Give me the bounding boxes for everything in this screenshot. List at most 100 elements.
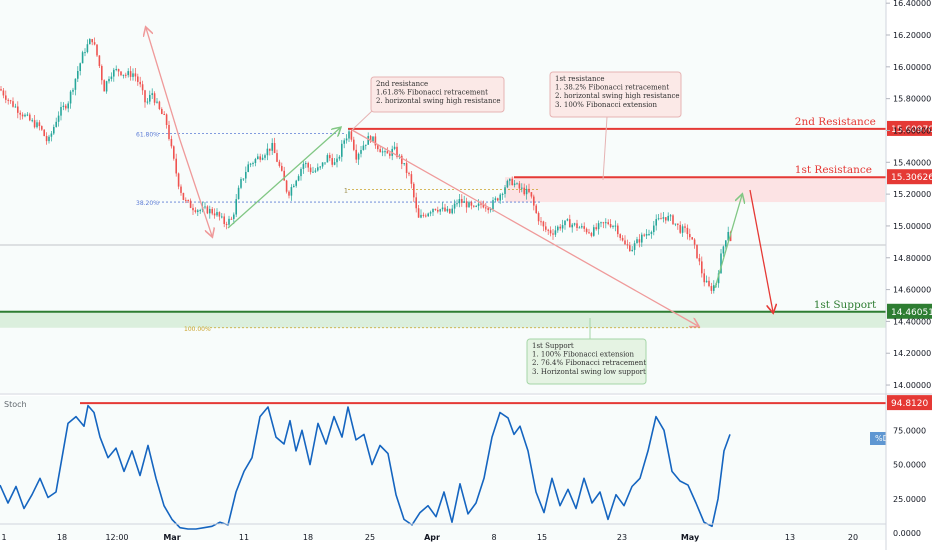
candle-body bbox=[233, 214, 235, 219]
candle-body bbox=[578, 227, 581, 229]
candle-body bbox=[206, 206, 209, 214]
candle-body bbox=[62, 105, 65, 108]
candle-body bbox=[355, 149, 357, 160]
candle-body bbox=[290, 187, 293, 196]
candle-body bbox=[261, 157, 264, 160]
candle-body bbox=[535, 205, 537, 214]
candle-body bbox=[60, 107, 62, 116]
time-tick-label: 15 bbox=[537, 533, 547, 542]
candle-body bbox=[590, 233, 593, 236]
stoch-pane-bg bbox=[0, 396, 886, 540]
candle-body bbox=[175, 158, 177, 174]
candle-body bbox=[317, 167, 319, 171]
candle-body bbox=[367, 136, 369, 145]
candle-body bbox=[89, 39, 91, 45]
candle-body bbox=[465, 201, 468, 208]
candle-body bbox=[245, 171, 247, 179]
candle-body bbox=[660, 218, 662, 220]
candle-body bbox=[533, 196, 535, 206]
candle-body bbox=[458, 199, 461, 204]
annotation-text: 1.61.8% Fibonacci retracement bbox=[376, 89, 488, 97]
candle-body bbox=[473, 205, 475, 207]
time-tick-label: Mar bbox=[163, 533, 180, 542]
candle-body bbox=[521, 187, 523, 189]
candle-body bbox=[525, 188, 528, 195]
candle-body bbox=[540, 221, 542, 223]
candle-body bbox=[235, 199, 237, 215]
candle-body bbox=[725, 240, 727, 247]
candle-body bbox=[638, 239, 641, 243]
candle-body bbox=[542, 221, 545, 227]
candle-body bbox=[693, 239, 696, 245]
annotation-text: 2. horizontal swing high resistance bbox=[555, 92, 680, 100]
candle-body bbox=[691, 237, 693, 240]
candle-body bbox=[194, 210, 197, 212]
candle-body bbox=[333, 162, 336, 165]
candle-body bbox=[365, 144, 367, 146]
candle-body bbox=[626, 244, 629, 246]
candle-body bbox=[441, 207, 444, 210]
candle-body bbox=[84, 52, 86, 54]
candle-body bbox=[151, 93, 153, 95]
candle-body bbox=[437, 209, 439, 212]
candle-body bbox=[530, 192, 533, 197]
fib-label: 61.80% bbox=[136, 132, 159, 139]
candle-body bbox=[463, 201, 465, 203]
candle-body bbox=[523, 187, 525, 195]
candle-body bbox=[240, 179, 242, 188]
annotation-box-res1 bbox=[549, 71, 682, 118]
candle-body bbox=[393, 146, 396, 149]
candle-body bbox=[53, 126, 55, 134]
candle-body bbox=[619, 234, 621, 238]
candle-body bbox=[288, 191, 290, 196]
candle-body bbox=[401, 155, 403, 164]
candle-body bbox=[624, 240, 626, 245]
candle-body bbox=[372, 136, 374, 142]
candle-body bbox=[389, 153, 391, 156]
candle-body bbox=[156, 101, 158, 103]
projection-arrow-up bbox=[714, 195, 742, 289]
stochastic-pane[interactable]: Stoch %D bbox=[0, 396, 889, 540]
candle-body bbox=[360, 150, 362, 154]
candle-body bbox=[588, 232, 590, 234]
candle-body bbox=[477, 203, 480, 206]
candle-body bbox=[509, 178, 511, 181]
candle-body bbox=[79, 63, 81, 71]
candle-body bbox=[257, 156, 259, 160]
candle-body bbox=[144, 90, 146, 103]
candle-body bbox=[312, 171, 314, 173]
candle-body bbox=[528, 188, 530, 193]
candle-body bbox=[561, 225, 564, 229]
candle-body bbox=[110, 76, 113, 79]
level-price-value: 14.46051 bbox=[891, 308, 932, 318]
candle-body bbox=[362, 145, 365, 151]
candle-body bbox=[273, 143, 276, 154]
candle-body bbox=[453, 203, 456, 209]
candle-body bbox=[67, 103, 69, 109]
candle-body bbox=[384, 151, 386, 153]
candle-body bbox=[19, 112, 21, 115]
candle-body bbox=[348, 131, 350, 139]
candle-body bbox=[211, 208, 213, 214]
candle-body bbox=[43, 129, 45, 137]
candle-body bbox=[410, 174, 413, 184]
annotation-text: 2. 76.4% Fibonacci retracement bbox=[532, 359, 646, 367]
time-tick-label: 13 bbox=[785, 533, 795, 542]
level-name: 1st Support bbox=[814, 299, 877, 311]
candle-body bbox=[149, 94, 151, 102]
price-tick-label: 14.00000 bbox=[893, 381, 931, 390]
stoch-tick-label: 50.0000 bbox=[893, 461, 926, 470]
annotation-box-res2 bbox=[370, 76, 505, 113]
candle-body bbox=[113, 69, 115, 77]
price-pane[interactable]: 61.80% 38.20% 100.00% 1 2nd Resistance 1st Re… bbox=[0, 0, 886, 393]
candle-body bbox=[345, 138, 348, 141]
candle-body bbox=[684, 226, 686, 228]
stoch-series-badge bbox=[870, 432, 886, 445]
candle-body bbox=[48, 136, 50, 142]
time-tick-label: 23 bbox=[617, 533, 627, 542]
candle-body bbox=[125, 74, 127, 76]
candle-body bbox=[722, 246, 725, 254]
candle-body bbox=[189, 200, 192, 208]
level-name: 2nd Resistance bbox=[795, 116, 876, 128]
